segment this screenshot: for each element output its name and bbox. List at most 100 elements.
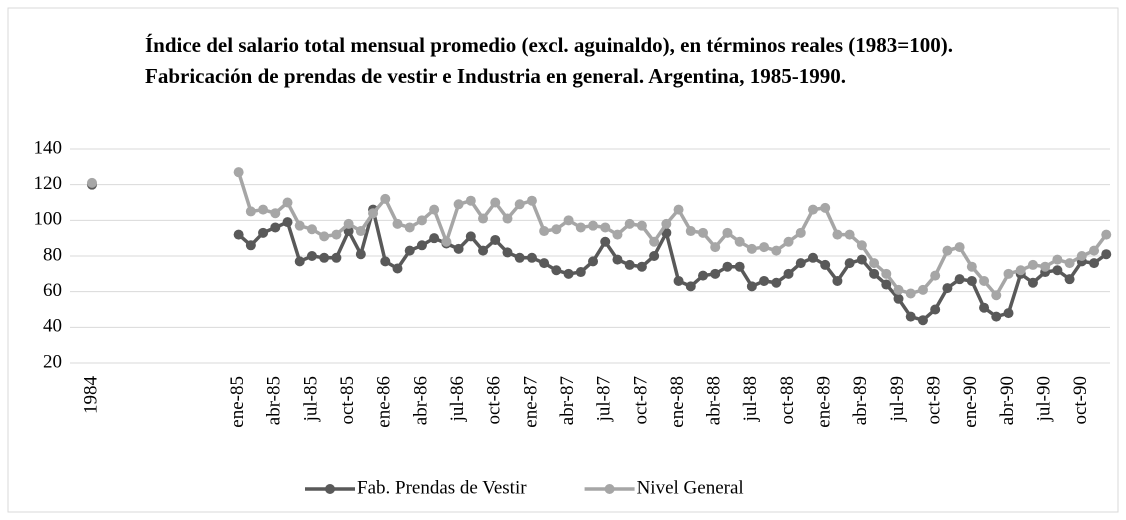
data-point	[306, 224, 317, 235]
y-tick-label: 40	[43, 316, 62, 337]
x-tick-label: jul-85	[300, 376, 321, 422]
x-tick-label: ene-89	[814, 376, 835, 428]
data-point	[478, 213, 489, 224]
data-point	[991, 290, 1002, 301]
x-tick-label: jul-88	[740, 376, 761, 422]
x-tick-label: ene-88	[667, 376, 688, 428]
data-point	[795, 258, 806, 269]
data-point	[746, 281, 757, 292]
data-point	[1040, 261, 1051, 272]
data-point	[355, 249, 366, 260]
data-point	[783, 236, 794, 247]
data-point	[832, 229, 843, 240]
series-line	[236, 171, 1108, 299]
data-point	[698, 227, 708, 238]
y-tick-label: 140	[34, 137, 63, 158]
data-point	[930, 270, 941, 281]
data-point	[807, 204, 818, 215]
data-point	[710, 268, 721, 279]
data-point	[306, 251, 317, 261]
x-tick-label: oct-88	[777, 376, 798, 425]
x-tick-label: jul-87	[594, 376, 615, 422]
data-point	[282, 197, 293, 208]
data-point	[954, 242, 965, 253]
data-point	[270, 208, 281, 219]
data-point	[258, 227, 269, 238]
data-point	[771, 245, 782, 256]
data-point	[233, 167, 244, 178]
x-tick-label: ene-85	[227, 376, 248, 428]
data-point	[502, 247, 513, 258]
data-point	[612, 229, 623, 240]
x-tick-label: jul-90	[1034, 376, 1055, 422]
data-point	[380, 256, 391, 267]
data-point	[404, 245, 415, 256]
data-point	[270, 222, 281, 233]
data-point	[710, 242, 721, 253]
data-point	[1003, 268, 1014, 279]
data-point	[881, 279, 892, 290]
data-point	[588, 256, 599, 267]
data-point	[1052, 265, 1063, 276]
data-point	[783, 268, 794, 279]
data-point	[856, 254, 867, 265]
data-point	[404, 222, 415, 233]
data-point	[636, 220, 647, 231]
data-point	[1027, 259, 1038, 270]
x-tick-label: oct-87	[630, 376, 651, 425]
x-tick-label: ene-86	[374, 376, 395, 428]
data-point	[441, 236, 452, 247]
data-point	[612, 254, 623, 265]
data-point	[759, 242, 770, 253]
data-point	[514, 252, 525, 263]
data-point	[282, 217, 293, 228]
y-tick-label: 120	[34, 173, 63, 194]
data-point	[478, 245, 489, 256]
data-point	[416, 215, 427, 226]
data-point	[979, 275, 990, 286]
chart-border	[7, 7, 1119, 513]
data-point	[673, 204, 684, 215]
data-point	[869, 268, 880, 279]
legend-label: Fab. Prendas de Vestir	[357, 477, 527, 498]
data-point	[759, 275, 770, 286]
data-point	[551, 265, 562, 276]
data-point	[636, 261, 647, 272]
data-point	[368, 208, 379, 219]
data-point	[917, 315, 928, 326]
data-point	[355, 226, 366, 237]
data-point	[380, 193, 391, 204]
data-point	[343, 226, 354, 237]
data-point	[942, 245, 953, 256]
x-tick-label: abr-89	[850, 376, 871, 425]
data-point	[539, 258, 550, 269]
data-point	[771, 277, 782, 288]
data-point	[1089, 258, 1100, 269]
data-point	[624, 218, 635, 229]
x-tick-label: oct-86	[484, 376, 505, 425]
data-point	[392, 218, 403, 229]
x-tick-label: abr-86	[410, 376, 431, 425]
data-point	[685, 281, 696, 292]
data-point	[233, 229, 244, 240]
data-point	[490, 234, 501, 245]
data-point	[416, 240, 427, 251]
x-tick-label: ene-87	[520, 376, 541, 428]
data-point	[465, 231, 476, 242]
data-point	[258, 204, 269, 215]
data-point	[856, 240, 867, 251]
data-point	[807, 252, 818, 263]
x-tick-label: 1984	[80, 376, 101, 415]
data-point	[954, 274, 965, 285]
data-point	[490, 197, 501, 208]
x-tick-label: jul-89	[887, 376, 908, 422]
data-point	[722, 227, 733, 238]
data-point	[661, 218, 672, 229]
data-point	[1003, 308, 1014, 319]
y-tick-label: 80	[43, 244, 62, 265]
data-point	[1101, 229, 1112, 240]
data-point	[563, 215, 574, 226]
data-point	[966, 261, 977, 272]
x-tick-label: abr-90	[997, 376, 1018, 425]
